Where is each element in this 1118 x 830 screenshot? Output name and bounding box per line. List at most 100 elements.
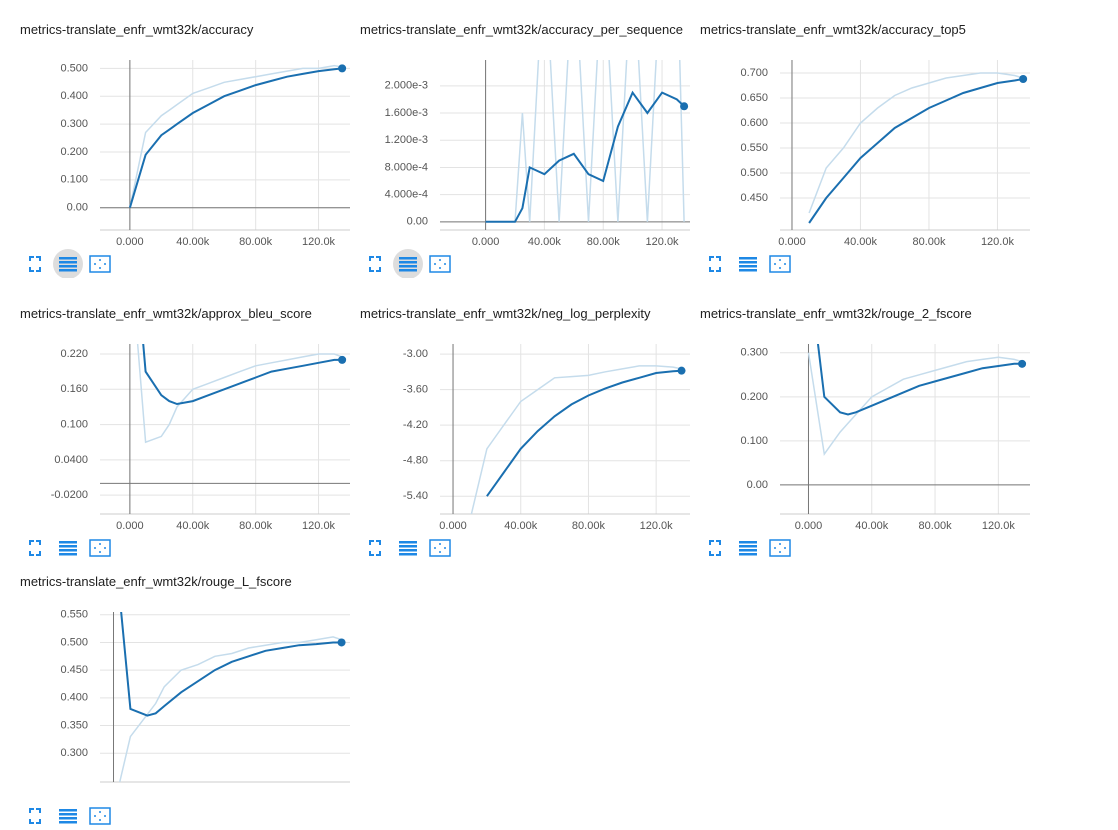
icon (709, 256, 721, 272)
log-scale-button[interactable] (739, 541, 757, 556)
y-tick-label: 8.000e-4 (385, 161, 428, 173)
y-tick-label: -3.00 (403, 348, 428, 360)
icon (399, 257, 417, 260)
y-tick-label: 0.450 (60, 664, 88, 676)
icon (94, 259, 106, 269)
y-tick-label: -5.40 (403, 490, 428, 502)
chart: 0.00 4.000e-4 8.000e-4 1.200e-3 1.600e-3 2.00… (369, 60, 690, 278)
fit-domain-button[interactable] (89, 807, 111, 825)
series-line (470, 365, 682, 514)
fit-domain-button[interactable] (769, 255, 791, 273)
icon (369, 256, 381, 272)
fit-domain-button[interactable] (429, 255, 451, 273)
y-tick-label: 0.600 (740, 117, 768, 129)
icon (769, 255, 791, 273)
y-tick-label: 0.300 (60, 747, 88, 759)
log-scale-button[interactable] (399, 257, 417, 272)
last-point (1018, 359, 1027, 368)
icon (89, 255, 111, 273)
log-scale-button[interactable] (399, 541, 417, 556)
icon (89, 539, 111, 557)
icon (739, 549, 757, 552)
y-tick-label: -3.60 (403, 384, 428, 396)
chart-title: metrics-translate_enfr_wmt32k/accuracy_t… (700, 22, 966, 37)
series-line (486, 369, 682, 497)
y-tick-label: -0.0200 (51, 489, 88, 501)
series-line (816, 344, 1023, 416)
icon (59, 553, 77, 556)
series-line (120, 612, 342, 717)
x-tick-label: 80.00k (912, 236, 946, 248)
fullscreen-button[interactable] (29, 256, 41, 272)
series-line (142, 344, 343, 406)
x-tick-label: 80.00k (587, 236, 621, 248)
chart: -5.40 -4.80 -4.20 -3.60 -3.00 0.000 40.00k 80.0… (369, 344, 690, 557)
icon (59, 817, 77, 820)
fullscreen-button[interactable] (29, 808, 41, 824)
icon (59, 545, 77, 548)
icon (399, 269, 417, 272)
last-point (337, 638, 346, 647)
fullscreen-button[interactable] (709, 540, 721, 556)
icon (59, 809, 77, 812)
y-tick-label: 0.300 (60, 118, 88, 130)
x-tick-label: 40.00k (504, 520, 538, 532)
chart-panel: metrics-translate_enfr_wmt32k/accuracy_p… (360, 22, 700, 278)
y-tick-label: 0.220 (60, 348, 88, 360)
icon (739, 553, 757, 556)
icon (89, 807, 111, 825)
series-line (485, 90, 685, 223)
last-point (677, 366, 686, 375)
y-tick-label: 1.600e-3 (385, 107, 428, 119)
y-tick-label: 0.450 (740, 192, 768, 204)
icon (29, 256, 41, 272)
icon (399, 541, 417, 544)
x-tick-label: 120.0k (981, 236, 1015, 248)
icon (59, 265, 77, 268)
page: metrics-translate_enfr_wmt32k/accuracy 0.… (20, 22, 1030, 825)
x-tick-label: 0.000 (439, 520, 467, 532)
fit-domain-button[interactable] (89, 255, 111, 273)
x-tick-label: 40.00k (176, 520, 210, 532)
icon (369, 540, 381, 556)
x-tick-label: 80.00k (919, 520, 953, 532)
fullscreen-button[interactable] (709, 256, 721, 272)
y-tick-label: 0.200 (60, 146, 88, 158)
icon (399, 553, 417, 556)
x-tick-label: 0.000 (116, 236, 144, 248)
series-line (808, 72, 1024, 214)
fullscreen-button[interactable] (369, 256, 381, 272)
fit-domain-button[interactable] (429, 539, 451, 557)
y-tick-label: 0.200 (740, 391, 768, 403)
x-tick-label: 0.000 (778, 236, 806, 248)
y-tick-label: 0.650 (740, 92, 768, 104)
icon (739, 545, 757, 548)
log-scale-button[interactable] (739, 257, 757, 272)
log-scale-button[interactable] (59, 541, 77, 556)
x-tick-label: 40.00k (844, 236, 878, 248)
y-tick-label: 0.700 (740, 67, 768, 79)
chart: 0.00 0.100 0.200 0.300 0.400 0.500 0.000 40.00k… (29, 60, 350, 278)
icon (739, 261, 757, 264)
y-tick-label: 0.300 (740, 347, 768, 359)
icon (429, 255, 451, 273)
fullscreen-button[interactable] (369, 540, 381, 556)
y-tick-label: 0.100 (740, 435, 768, 447)
chart: 0.00 0.100 0.200 0.300 0.000 40.00k 80.00k 120.… (709, 344, 1030, 557)
fit-domain-button[interactable] (769, 539, 791, 557)
y-tick-label: 0.500 (60, 62, 88, 74)
x-tick-label: 120.0k (302, 236, 336, 248)
x-tick-label: 40.00k (176, 236, 210, 248)
icon (59, 269, 77, 272)
icon (429, 539, 451, 557)
y-tick-label: 4.000e-4 (385, 189, 428, 201)
chart-title: metrics-translate_enfr_wmt32k/rouge_L_fs… (20, 574, 292, 589)
log-scale-button[interactable] (59, 257, 77, 272)
chart-title: metrics-translate_enfr_wmt32k/accuracy_p… (360, 22, 683, 37)
fit-domain-button[interactable] (89, 539, 111, 557)
log-scale-button[interactable] (59, 809, 77, 824)
fullscreen-button[interactable] (29, 540, 41, 556)
icon (434, 259, 446, 269)
icon (59, 541, 77, 544)
series-line (118, 636, 342, 782)
